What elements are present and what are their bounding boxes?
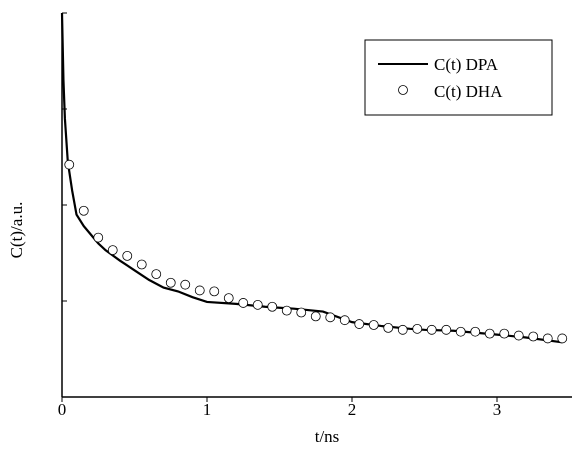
data-point [542, 333, 553, 344]
x-tick-label: 0 [58, 400, 67, 419]
legend-box [364, 39, 553, 116]
data-point [310, 311, 321, 322]
data-point [165, 277, 176, 288]
data-point [267, 301, 278, 312]
data-point [296, 307, 307, 318]
data-point [180, 279, 191, 290]
x-tick-label: 3 [493, 400, 502, 419]
data-point [426, 324, 437, 335]
data-point [354, 319, 365, 329]
data-point [107, 245, 118, 256]
data-point [339, 315, 350, 326]
data-point [281, 305, 292, 316]
data-point [412, 323, 423, 334]
data-point [194, 285, 205, 296]
data-point [441, 324, 452, 335]
data-point [484, 328, 495, 339]
data-point [93, 232, 104, 243]
data-point [136, 259, 147, 270]
legend-label: C(t) DHA [434, 82, 503, 101]
x-tick-label: 2 [348, 400, 357, 419]
data-point [557, 333, 568, 344]
data-point [455, 326, 466, 337]
data-point [78, 205, 89, 216]
data-point [252, 299, 263, 310]
legend-label: C(t) DPA [434, 55, 499, 74]
data-point [528, 331, 539, 342]
data-point [223, 293, 234, 304]
data-point [383, 322, 394, 333]
data-point [513, 330, 524, 341]
data-point [368, 320, 379, 330]
data-point [64, 159, 75, 170]
data-point [499, 328, 510, 339]
x-axis-label: t/ns [315, 427, 340, 446]
y-axis-label: C(t)/a.u. [7, 202, 26, 259]
x-tick-label: 1 [203, 400, 212, 419]
data-point [209, 286, 220, 297]
data-point [397, 324, 408, 335]
data-point [151, 269, 162, 280]
data-point [470, 326, 481, 337]
data-point [122, 250, 133, 261]
data-point [238, 298, 249, 308]
legend-marker [398, 85, 408, 95]
data-point [325, 312, 336, 323]
